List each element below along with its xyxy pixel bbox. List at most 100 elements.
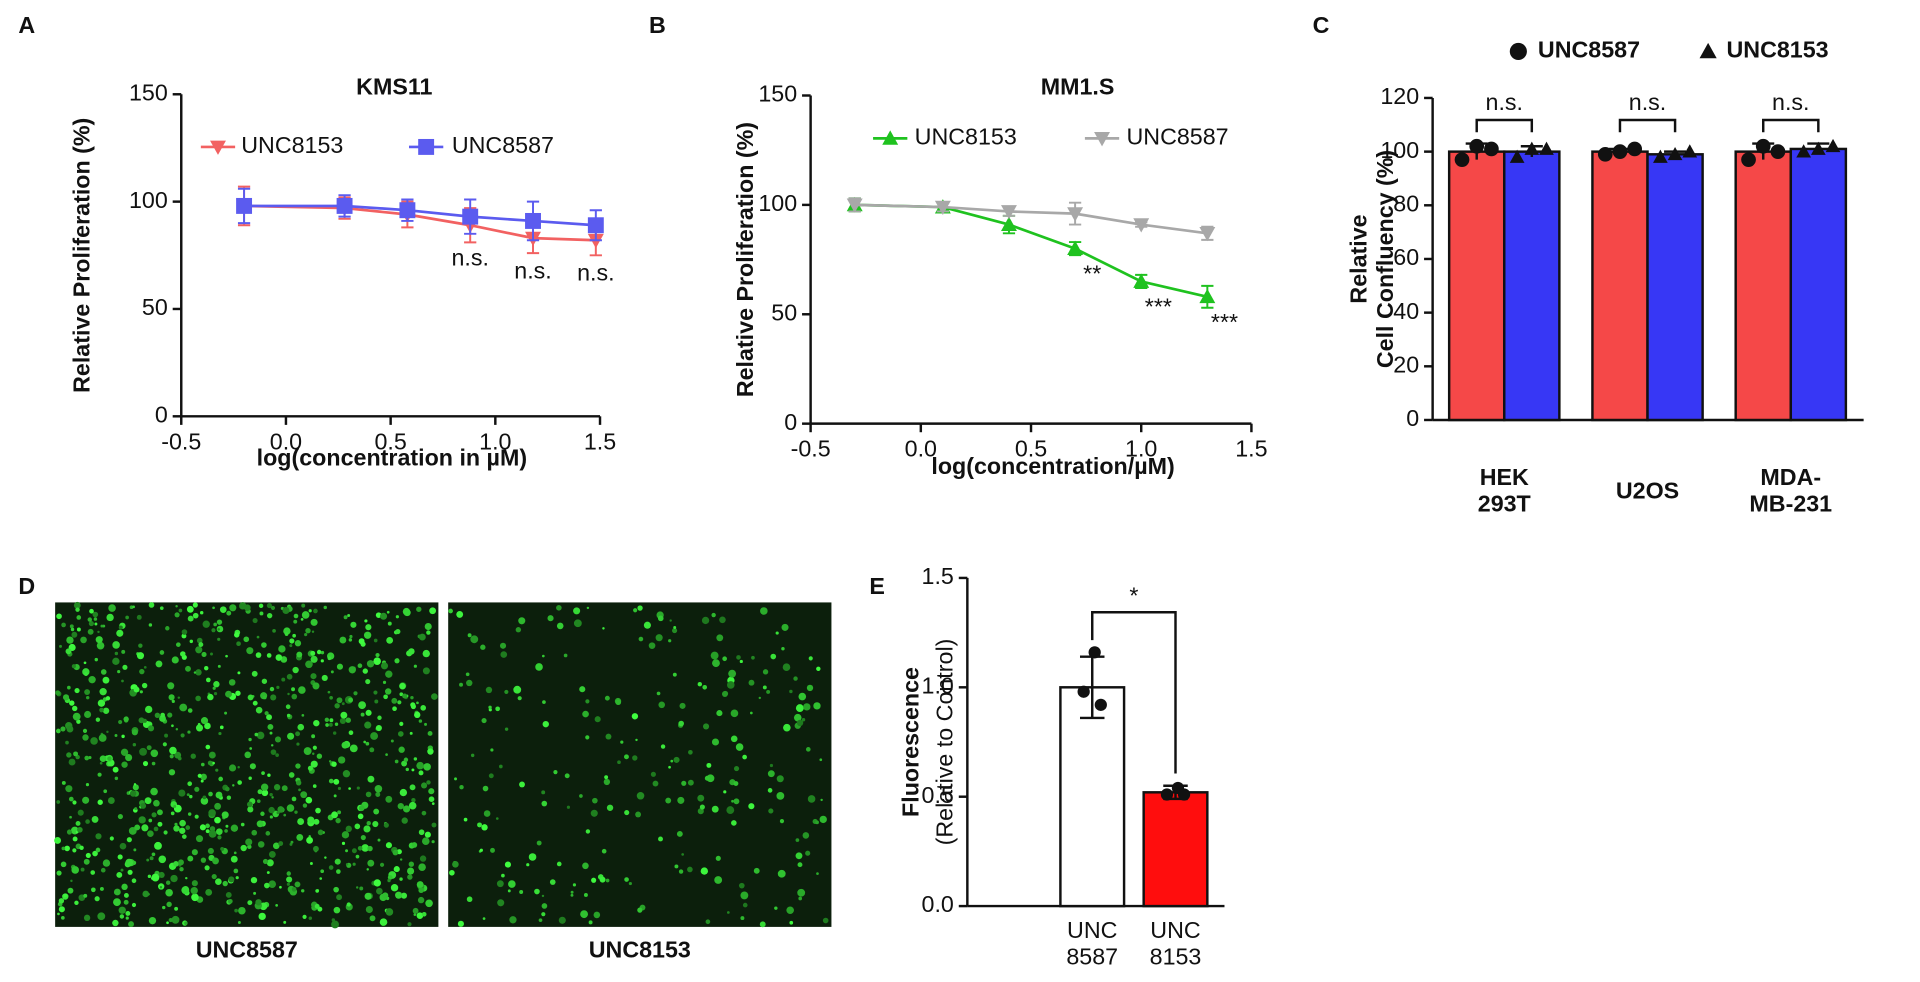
cell (672, 628, 678, 634)
cell (174, 906, 179, 911)
cell (66, 829, 73, 835)
cell (658, 836, 663, 842)
marker (1825, 138, 1841, 153)
cell (294, 640, 302, 647)
y-axis-label: RelativeCell Confluency (%) (1346, 150, 1399, 368)
bar (1447, 150, 1506, 422)
cell (643, 621, 651, 629)
cell (158, 855, 167, 864)
cell (397, 802, 404, 810)
cell (421, 911, 427, 917)
cell (815, 820, 819, 825)
cell (410, 695, 414, 700)
y-tick-label: 100 (129, 187, 168, 213)
cell (300, 791, 308, 799)
panel-letter: E (869, 573, 885, 599)
cell (89, 608, 94, 614)
cell (249, 763, 256, 770)
cell (187, 812, 192, 816)
cell (208, 809, 216, 817)
cell (83, 661, 87, 665)
cell (146, 858, 150, 862)
cell (798, 692, 807, 701)
cell (403, 805, 411, 813)
cell (284, 632, 289, 636)
cell (76, 615, 82, 620)
cell (416, 701, 419, 705)
significance-label: *** (1145, 294, 1172, 320)
cell (481, 824, 488, 831)
cell (205, 823, 210, 829)
marker (1524, 141, 1540, 155)
cell (289, 644, 293, 648)
cell (117, 814, 123, 820)
cell (669, 619, 672, 622)
cell (162, 905, 166, 910)
cell (185, 876, 188, 880)
cell (220, 846, 225, 851)
cell (674, 864, 679, 869)
cell (431, 693, 438, 700)
cell (116, 629, 124, 637)
cell (212, 857, 219, 865)
cell (266, 653, 272, 658)
cell (272, 842, 280, 850)
cell (365, 624, 372, 631)
cell (121, 883, 128, 891)
marker (934, 200, 951, 216)
cell (345, 849, 349, 853)
cell (75, 607, 80, 612)
cell (149, 856, 154, 861)
cell (158, 871, 165, 879)
cell (385, 688, 392, 695)
cell (673, 756, 680, 763)
cell (83, 893, 88, 898)
cell (498, 764, 503, 769)
cell (541, 912, 546, 917)
cell (247, 900, 253, 906)
cell (125, 910, 131, 916)
cell (255, 899, 262, 906)
cell (138, 643, 143, 648)
cell (323, 605, 327, 610)
cell (504, 689, 509, 695)
cell (365, 678, 371, 685)
cell (267, 773, 271, 777)
marker (1653, 149, 1668, 163)
cell (224, 829, 228, 833)
cell (167, 712, 173, 718)
cell (151, 852, 156, 857)
cell (312, 745, 317, 750)
cell (353, 691, 358, 696)
cell (274, 736, 282, 743)
cell (67, 887, 74, 894)
cell (61, 916, 65, 920)
cell (255, 706, 263, 714)
cell (142, 718, 147, 723)
cell (208, 791, 213, 797)
x-tick-label: 0.5 (374, 428, 406, 454)
cell (452, 861, 459, 868)
cell (390, 739, 394, 743)
cell (431, 822, 437, 828)
cell (507, 889, 511, 893)
cell (517, 696, 522, 701)
cell (258, 912, 266, 921)
marker (1755, 138, 1771, 154)
cell (204, 865, 210, 871)
cell (118, 719, 123, 725)
cell (409, 731, 413, 735)
cell (165, 626, 170, 631)
cell (526, 863, 530, 867)
cell (215, 791, 223, 799)
marker (525, 212, 541, 229)
cell (373, 879, 381, 887)
cell (184, 921, 188, 925)
cell (617, 760, 621, 765)
cell (213, 692, 218, 696)
cell (407, 922, 412, 927)
cell (286, 871, 291, 876)
cell (712, 659, 720, 668)
cell (268, 850, 276, 858)
cell (650, 771, 656, 777)
